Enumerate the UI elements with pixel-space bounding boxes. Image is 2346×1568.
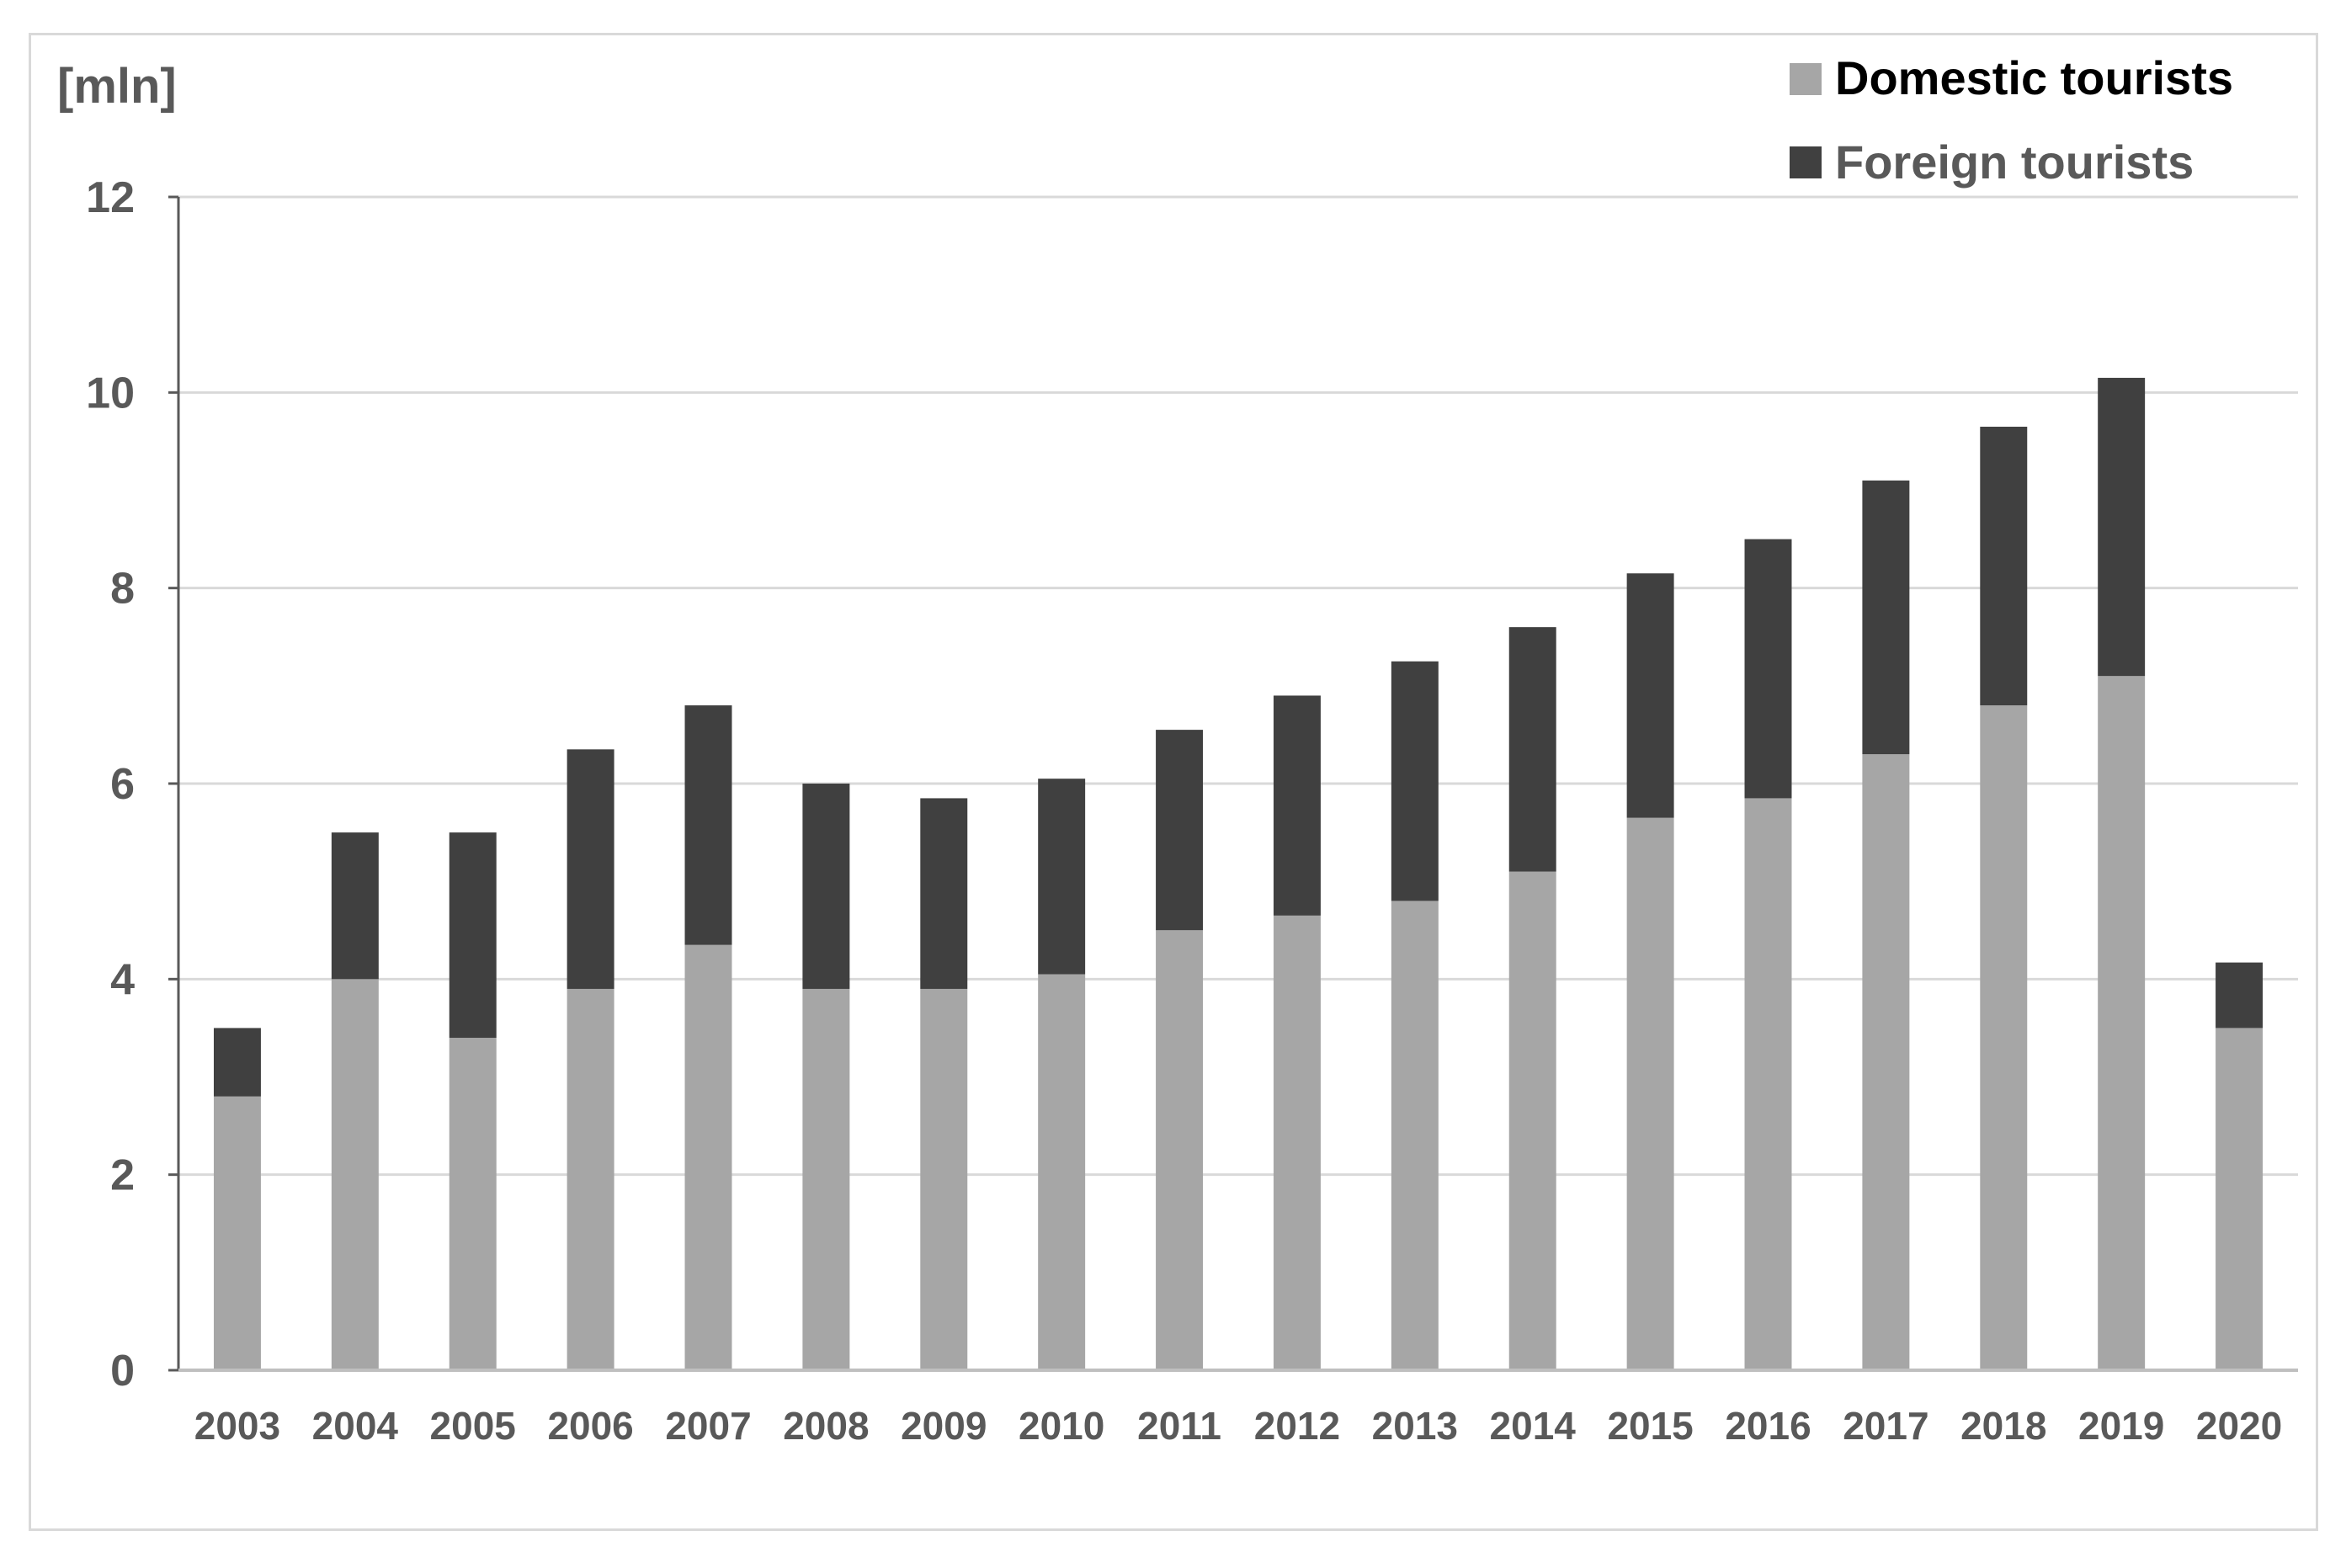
x-tick-label-2015: 2015 — [1607, 1404, 1693, 1448]
y-tick-label-10: 10 — [86, 369, 135, 417]
bar-domestic-2004 — [331, 979, 379, 1370]
bar-domestic-2013 — [1391, 901, 1439, 1370]
y-tick-label-2: 2 — [110, 1151, 135, 1200]
bar-foreign-2016 — [1744, 539, 1792, 799]
bar-domestic-2017 — [1862, 754, 1910, 1370]
x-tick-labels: 2003 2004 2005 2006 2007 2008 2009 2010 2011 2012… — [194, 1404, 2282, 1448]
bar-domestic-2008 — [802, 988, 850, 1370]
x-tick-label-2006: 2006 — [547, 1404, 633, 1448]
bar-foreign-2015 — [1626, 573, 1674, 818]
bar-foreign-2008 — [802, 784, 850, 989]
y-tick-label-6: 6 — [110, 760, 135, 809]
bar-domestic-2009 — [920, 988, 968, 1370]
y-unit-label: [mln] — [57, 59, 177, 114]
bar-domestic-2010 — [1038, 974, 1086, 1370]
x-tick-label-2007: 2007 — [665, 1404, 751, 1448]
x-tick-label-2014: 2014 — [1490, 1404, 1577, 1448]
bar-foreign-2010 — [1038, 779, 1086, 975]
bar-foreign-2005 — [449, 832, 497, 1039]
bar-foreign-2013 — [1391, 661, 1439, 901]
y-tick-label-0: 0 — [110, 1347, 135, 1395]
y-tick-label-8: 8 — [110, 565, 135, 614]
legend-label-foreign: Foreign tourists — [1835, 136, 2194, 189]
bar-foreign-2018 — [1980, 426, 2028, 706]
y-tick-label-12: 12 — [86, 173, 135, 222]
bar-foreign-2007 — [684, 705, 732, 945]
bar-foreign-2009 — [920, 798, 968, 989]
legend: Domestic tourists Foreign tourists — [1790, 51, 2233, 189]
x-tick-label-2012: 2012 — [1254, 1404, 1340, 1448]
bar-foreign-2019 — [2098, 377, 2146, 677]
bar-domestic-2003 — [213, 1096, 261, 1370]
bar-domestic-2016 — [1744, 798, 1792, 1370]
x-tick-label-2010: 2010 — [1019, 1404, 1104, 1448]
bar-foreign-2003 — [213, 1028, 261, 1097]
x-tick-label-2008: 2008 — [783, 1404, 869, 1448]
bar-domestic-2019 — [2098, 676, 2146, 1370]
bar-foreign-2017 — [1862, 480, 1910, 755]
x-tick-label-2011: 2011 — [1137, 1404, 1221, 1448]
bar-foreign-2012 — [1273, 695, 1321, 916]
x-tick-label-2004: 2004 — [312, 1404, 399, 1448]
x-tick-label-2013: 2013 — [1372, 1404, 1458, 1448]
x-tick-label-2016: 2016 — [1725, 1404, 1811, 1448]
bar-foreign-2014 — [1508, 627, 1556, 872]
x-tick-label-2020: 2020 — [2196, 1404, 2282, 1448]
x-tick-label-2005: 2005 — [430, 1404, 516, 1448]
bar-domestic-2015 — [1626, 817, 1674, 1370]
bar-domestic-2005 — [449, 1038, 497, 1370]
axes — [177, 197, 2298, 1372]
bar-foreign-2011 — [1156, 730, 1204, 931]
x-tick-label-2019: 2019 — [2078, 1404, 2164, 1448]
y-tick-labels: 0 2 4 6 8 10 12 — [86, 173, 135, 1395]
bar-foreign-2006 — [567, 749, 614, 989]
legend-swatch-foreign — [1790, 146, 1822, 178]
bar-foreign-2004 — [331, 832, 379, 980]
bar-domestic-2018 — [1980, 705, 2028, 1370]
legend-label-domestic: Domestic tourists — [1835, 51, 2233, 104]
x-tick-label-2009: 2009 — [901, 1404, 987, 1448]
bars — [213, 377, 2264, 1370]
grid-lines — [168, 195, 2298, 1372]
x-tick-label-2003: 2003 — [194, 1404, 280, 1448]
bar-domestic-2014 — [1508, 871, 1556, 1370]
x-tick-label-2018: 2018 — [1960, 1404, 2046, 1448]
bar-domestic-2020 — [2216, 1028, 2264, 1370]
y-tick-label-4: 4 — [110, 955, 135, 1004]
bar-domestic-2012 — [1273, 915, 1321, 1370]
x-tick-label-2017: 2017 — [1843, 1404, 1928, 1448]
bar-domestic-2007 — [684, 944, 732, 1370]
bar-domestic-2006 — [567, 988, 614, 1370]
legend-swatch-domestic — [1790, 63, 1822, 95]
bar-foreign-2020 — [2216, 962, 2264, 1029]
bar-domestic-2011 — [1156, 930, 1204, 1370]
